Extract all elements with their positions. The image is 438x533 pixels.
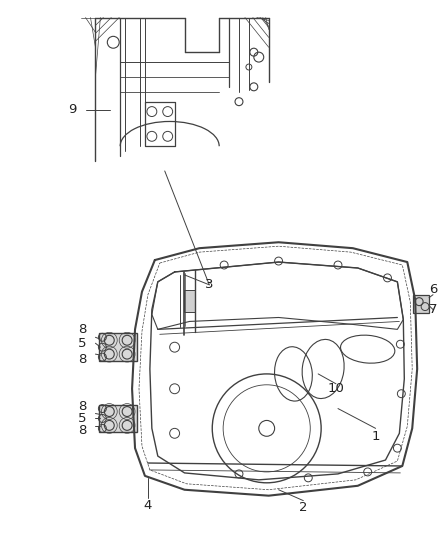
Text: 2: 2 [299, 501, 307, 514]
Bar [99, 405, 137, 432]
Text: 9: 9 [68, 103, 77, 116]
Bar [99, 333, 137, 361]
Text: 3: 3 [205, 278, 214, 292]
Text: 8: 8 [78, 424, 87, 437]
Text: 8: 8 [78, 400, 87, 413]
Text: 6: 6 [429, 283, 437, 296]
Text: 5: 5 [78, 412, 87, 425]
Bar [413, 295, 429, 312]
Text: 10: 10 [328, 382, 344, 395]
Text: 4: 4 [144, 499, 152, 512]
Text: 1: 1 [371, 430, 380, 443]
Bar [184, 290, 195, 312]
Text: 8: 8 [78, 323, 87, 336]
Text: 7: 7 [429, 303, 437, 316]
Text: 8: 8 [78, 352, 87, 366]
Text: 5: 5 [78, 337, 87, 350]
